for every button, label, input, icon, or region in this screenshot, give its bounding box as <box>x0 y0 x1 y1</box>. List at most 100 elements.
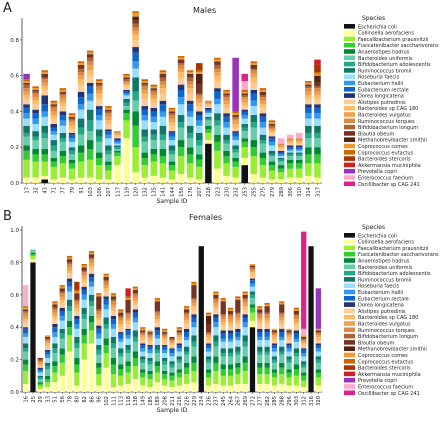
bar-segment <box>249 264 256 266</box>
bar-segment <box>196 159 203 167</box>
bar-segment <box>205 362 212 370</box>
bar-segment <box>68 150 76 155</box>
bar-segment <box>147 370 153 375</box>
bar-segment <box>162 332 168 334</box>
bar-segment <box>154 311 160 313</box>
females-stacked-bar-chart: 0.00.20.40.60.81.016 25 29 33 51 56 78 80 82 86 96… <box>10 224 439 414</box>
legend-swatch <box>344 112 355 117</box>
bar-segment <box>96 374 102 386</box>
bar-segment <box>191 283 197 286</box>
bar-segment <box>96 293 102 295</box>
bar-segment <box>23 327 29 329</box>
bar-segment <box>191 285 197 299</box>
bar-segment <box>227 311 234 315</box>
bar-segment <box>277 147 285 150</box>
bar-segment <box>150 95 158 99</box>
bar-segment <box>105 109 112 112</box>
bar-segment <box>259 91 267 96</box>
bar-segment <box>268 127 276 130</box>
bar-segment <box>242 362 248 371</box>
bar-segment <box>196 70 203 73</box>
bar-segment <box>96 82 103 85</box>
bar-segment <box>264 336 270 341</box>
bar-segment <box>296 149 303 151</box>
bar-segment <box>286 385 292 392</box>
bar-segment <box>169 380 175 388</box>
bar-segment <box>68 168 76 180</box>
bar-segment <box>293 325 300 331</box>
bar-segment <box>23 91 30 96</box>
legend-swatch <box>344 124 355 130</box>
bar-segment <box>168 107 176 110</box>
legend-label: Bacteroides uniformis <box>358 265 413 271</box>
bar-segment <box>88 322 95 331</box>
legend-label: Blautia obeum <box>358 340 395 346</box>
bar-segment <box>205 343 212 346</box>
bar-segment <box>41 154 48 162</box>
bar-segment <box>315 372 321 378</box>
bar-segment <box>205 323 212 333</box>
legend-swatch <box>344 258 355 263</box>
legend-swatch <box>344 87 355 92</box>
bar-segment <box>176 336 182 341</box>
bar-segment <box>103 338 109 346</box>
bar-segment <box>96 325 102 329</box>
bar-segment <box>205 345 212 349</box>
bar-segment <box>68 147 76 151</box>
x-tick-label: 96 <box>97 396 103 403</box>
legend-label: Coprococcus eutactus <box>358 150 414 156</box>
bar-segment <box>110 315 117 320</box>
bar-segment <box>114 138 121 141</box>
bar-segment <box>162 341 168 346</box>
bar-segment <box>105 138 112 146</box>
bar-segment <box>301 340 307 342</box>
bar-segment <box>214 120 221 126</box>
panel-a-letter: A <box>3 1 12 16</box>
legend-label: Faecalibacterium prausnitzii <box>358 246 428 252</box>
bar-segment <box>154 327 160 331</box>
bar-segment <box>205 116 212 119</box>
bar-segment <box>50 131 58 135</box>
legend-label: Escherichia coli <box>358 233 397 239</box>
bar-segment <box>114 140 121 142</box>
legend-label: Prevotella copri <box>358 169 397 175</box>
bar-segment <box>314 98 321 105</box>
bar-segment <box>30 254 36 256</box>
bar-segment <box>41 95 48 105</box>
x-tick-label: 303 <box>294 396 300 406</box>
bar-segment <box>81 275 87 279</box>
bar-segment <box>213 362 219 371</box>
bar-segment <box>184 367 190 375</box>
legend-label: Bifidobacterium longum <box>358 125 418 131</box>
bar-segment <box>125 299 131 313</box>
x-tick-label: 237 <box>214 396 220 406</box>
bar-segment <box>176 385 182 392</box>
bar-segment <box>147 345 153 347</box>
bar-segment <box>249 270 256 273</box>
bar-segment <box>59 288 65 292</box>
bar-segment <box>159 125 167 135</box>
bar-segment <box>66 264 73 268</box>
bar-segment <box>259 134 267 141</box>
bar-segment <box>196 120 203 126</box>
legend-swatch <box>344 314 355 320</box>
bar-segment <box>74 281 80 290</box>
bar-segment <box>205 102 212 105</box>
bar-segment <box>169 341 175 344</box>
bar-segment <box>118 311 124 313</box>
bar-segment <box>32 89 39 92</box>
bar-segment <box>277 157 285 160</box>
bar-segment <box>140 372 146 378</box>
bar-segment <box>286 140 294 142</box>
bar-segment <box>140 335 146 337</box>
x-tick-label: 117 <box>115 187 121 197</box>
bar-segment <box>220 299 226 302</box>
x-tick-label: 135 <box>152 187 158 197</box>
bar-segment <box>286 152 294 155</box>
bar-segment <box>105 131 112 135</box>
bar-segment <box>77 61 85 64</box>
bar-segment <box>264 328 270 333</box>
bar-segment <box>214 88 221 92</box>
bar-segment <box>68 116 76 119</box>
bar-segment <box>241 165 248 183</box>
